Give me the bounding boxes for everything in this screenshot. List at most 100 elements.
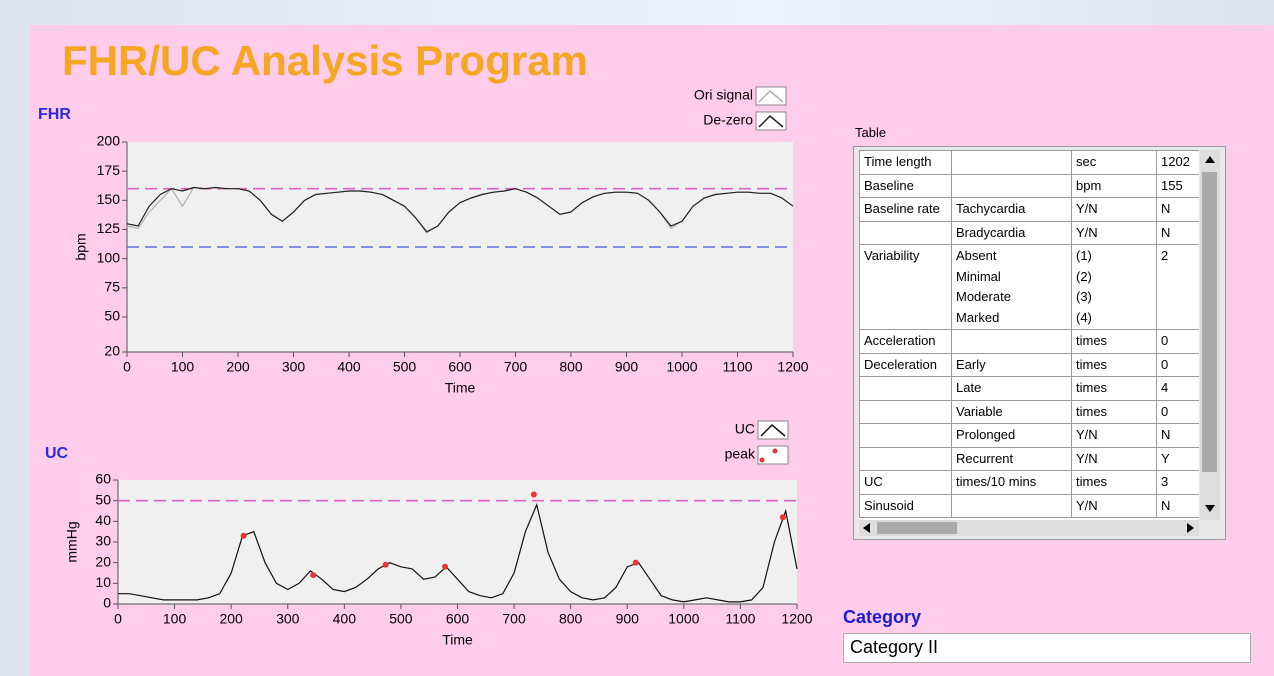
x-axis-label: Time (442, 632, 473, 648)
cell-text: Acceleration (864, 333, 936, 348)
category-label: Category (843, 607, 922, 627)
cell-text: Y/N (1076, 427, 1098, 442)
x-tick-label: 400 (337, 359, 361, 375)
peak-point (240, 532, 247, 539)
table-cell: Absent Minimal Moderate Marked (951, 244, 1072, 330)
legend-marker (759, 457, 765, 463)
table-cell (951, 150, 1072, 175)
chart-title: FHR (38, 106, 71, 123)
y-tick-label: 50 (95, 491, 111, 507)
x-tick-label: 1000 (668, 611, 699, 627)
cell-text: Variability (864, 248, 920, 263)
table-cell: 0 (1156, 352, 1199, 377)
x-tick-label: 1200 (777, 359, 808, 375)
table-row: Variable times 0 (859, 399, 1199, 424)
cell-text: N (1161, 497, 1171, 513)
x-axis-label: Time (445, 380, 476, 396)
x-tick-label: 400 (333, 611, 357, 627)
scroll-down[interactable] (1205, 505, 1215, 512)
table-cell: times/10 mins (951, 470, 1072, 495)
table-cell: Baseline rate (859, 197, 952, 222)
table-row: Late times 4 (859, 376, 1199, 401)
cell-text: 0 (1161, 356, 1169, 372)
y-axis-label: mmHg (64, 521, 80, 562)
table-cell: Sinusoid (859, 493, 952, 518)
legend-swatch (758, 114, 784, 128)
table-cell: 1202 (1156, 150, 1199, 175)
cell-line: (1) (1076, 248, 1092, 263)
x-tick-label: 700 (504, 359, 528, 375)
cell-text: 155 (1161, 177, 1183, 193)
x-tick-label: 300 (282, 359, 306, 375)
table-cell: Deceleration (859, 352, 952, 377)
cell-text: Prolonged (956, 427, 1016, 442)
scroll-thumb[interactable] (1202, 172, 1217, 472)
cell-text: bpm (1076, 177, 1102, 193)
table-title: Table (855, 125, 887, 140)
y-tick-label: 40 (95, 512, 111, 528)
cell-text: Bradycardia (956, 224, 1026, 240)
x-tick-label: 900 (616, 611, 640, 627)
category-field[interactable]: Category II (843, 633, 1251, 663)
cell-text: times (1076, 474, 1108, 489)
x-tick-label: 800 (559, 359, 583, 375)
cell-text: Tachycardia (956, 201, 1026, 216)
peak-point (382, 561, 389, 568)
table-cell: times (1071, 376, 1157, 401)
signal-line (118, 502, 798, 603)
table-box: Time length sec 1202 Baseline bpm 155 Baseline… (853, 146, 1226, 540)
cell-text: Y (1161, 450, 1170, 466)
y-tick-label: 175 (97, 162, 121, 178)
table-cell: Y/N (1071, 197, 1157, 222)
table-cell: 2 (1156, 244, 1199, 330)
legend-icon (755, 86, 787, 106)
table-cell: Y/N (1071, 423, 1157, 448)
y-axis-label: bpm (73, 233, 89, 260)
x-tick-label: 100 (171, 359, 195, 375)
y-tick-label: 0 (103, 595, 111, 611)
table-cell: Bradycardia (951, 220, 1072, 245)
peak-point (530, 491, 537, 498)
table-cell (859, 220, 952, 245)
x-tick-label: 600 (446, 611, 470, 627)
x-tick-label: 1000 (666, 359, 697, 375)
cell-line: Minimal (956, 268, 1001, 284)
horizontal-scrollbar[interactable] (859, 520, 1199, 536)
cell-text: Baseline rate (864, 201, 940, 216)
scroll-left[interactable] (863, 523, 870, 533)
cell-text: N (1161, 427, 1171, 442)
table-cell: sec (1071, 150, 1157, 175)
table-cell: N (1156, 423, 1199, 448)
cell-text: Deceleration (864, 356, 937, 372)
cell-line: Absent (956, 248, 997, 263)
x-tick-label: 1100 (725, 611, 755, 627)
table-cell: (1) (2) (3) (4) (1071, 244, 1157, 330)
table-row: Deceleration Early times 0 (859, 352, 1199, 377)
table-row: Bradycardia Y/N N (859, 220, 1199, 245)
table-cell (951, 173, 1072, 198)
legend-icon (755, 111, 787, 131)
x-tick-label: 200 (226, 359, 250, 375)
x-tick-label: 900 (615, 359, 639, 375)
table-cell: times (1071, 470, 1157, 495)
cell-text: Y/N (1076, 224, 1098, 240)
vertical-scrollbar[interactable] (1200, 150, 1220, 520)
cell-text: sec (1076, 154, 1097, 169)
cell-text: 0 (1161, 333, 1169, 348)
cell-line: (3) (1076, 289, 1092, 304)
x-tick-label: 500 (393, 359, 417, 375)
peak-point (779, 514, 786, 521)
legend-icon (757, 420, 789, 440)
table-cell: times (1071, 352, 1157, 377)
scroll-thumb[interactable] (877, 522, 957, 534)
cell-text: 0 (1161, 403, 1169, 419)
peak-point (632, 559, 639, 566)
legend-label: UC (735, 421, 755, 437)
legend-swatch (760, 423, 786, 437)
cell-line: (2) (1076, 268, 1092, 284)
table-row: Sinusoid Y/N N (859, 493, 1199, 518)
scroll-right[interactable] (1187, 523, 1194, 533)
scroll-up[interactable] (1205, 156, 1215, 163)
cell-text: Recurrent (956, 450, 1014, 466)
